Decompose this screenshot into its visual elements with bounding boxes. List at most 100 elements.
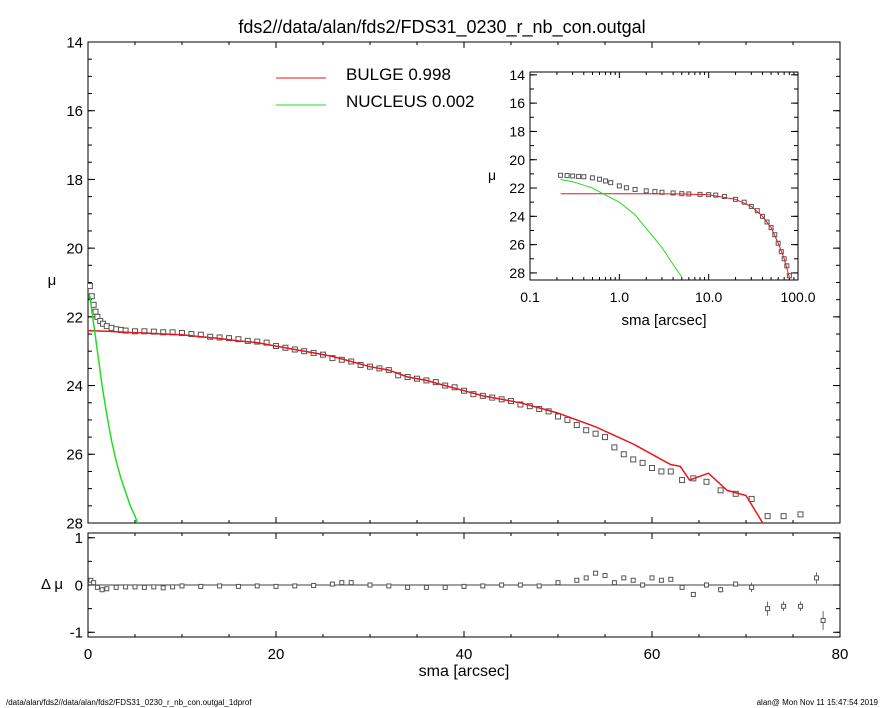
legend: BULGE 0.998 NUCLEUS 0.002 [276,65,475,111]
data-point [583,427,590,434]
data-point [573,422,580,429]
data-point [670,190,676,196]
data-point [733,581,739,587]
data-point [630,456,637,463]
data-point [499,582,505,588]
data-point [386,583,392,589]
data-point [649,575,655,581]
data-point [94,584,100,590]
data-point [581,174,587,180]
data-point [91,580,97,586]
nucleus-profile-line [560,179,683,278]
data-point [621,575,627,581]
data-point [597,176,603,182]
data-point [623,185,629,191]
data-point [555,413,561,420]
legend-bulge-label: BULGE 0.998 [346,65,451,84]
y-tick-label: 20 [509,152,525,168]
data-point [517,401,524,408]
data-point [88,282,93,289]
data-point [718,587,724,593]
data-point [160,329,167,336]
data-point [141,584,147,590]
data-point [583,575,589,581]
data-point [517,582,523,588]
data-point [652,189,658,195]
data-point [254,583,260,589]
data-point [226,335,232,342]
data-point [235,583,241,589]
data-point [639,459,646,466]
data-point [679,477,686,484]
residual-y-axis-label: Δ μ [41,576,63,593]
y-tick-label: 16 [66,103,83,120]
inset-x-axis-label: sma [arcsec] [621,312,706,329]
inset-series [558,172,792,279]
data-point [754,208,760,214]
y-tick-label: 18 [66,172,83,189]
data-point [780,513,787,520]
data-point [640,582,646,588]
data-point [667,468,674,475]
data-point [348,580,354,586]
data-point [574,577,580,583]
data-point [151,584,157,590]
data-point [217,583,223,589]
footer-timestamp: alan@ Mon Nov 11 15:47:54 2019 [757,698,879,707]
x-tick-label: 0.1 [520,289,540,305]
data-point [198,583,204,589]
data-point [254,338,261,345]
data-point [179,330,185,337]
main-panel: 14 16 18 20 22 24 26 28 μ [48,34,841,532]
y-tick-label: 22 [66,309,83,326]
data-point [643,188,649,194]
data-point [329,581,335,587]
data-point [88,293,95,300]
data-point [658,468,665,475]
data-point [132,328,138,335]
y-tick-label: 28 [509,265,525,281]
data-point [668,576,674,582]
data-point [113,584,119,590]
y-tick-label: 0 [75,577,83,594]
y-tick-label: 24 [509,208,525,224]
y-tick-label: 24 [66,378,83,395]
y-tick-label: 26 [66,447,83,464]
plot-area [88,570,840,630]
data-point [558,172,564,178]
data-point [658,577,664,583]
data-point [461,583,467,589]
data-point [564,416,571,423]
data-point [123,584,129,590]
data-point [721,194,727,200]
x-tick-label: 20 [268,646,285,663]
data-point [329,355,336,362]
data-point [814,575,819,581]
data-point [339,580,345,586]
data-point [104,586,110,592]
main-series [88,282,804,523]
data-point [555,580,561,586]
residual-series [88,570,840,630]
data-point [188,331,195,338]
data-point [170,584,176,590]
data-point [820,617,826,623]
data-point [748,495,755,502]
x-tick-label: 1.0 [610,289,630,305]
data-point [564,173,570,179]
data-point [703,478,710,485]
main-y-axis-label: μ [48,272,57,289]
data-point [765,606,771,612]
inset-panel: 0.1 1.0 10.0 100.0 14 16 18 20 22 24 26 28 sma [arc… [488,67,816,329]
main-x-axis-label: sma [arcsec] [419,663,510,680]
data-point [480,583,486,589]
data-point [235,336,242,343]
legend-nucleus-label: NUCLEUS 0.002 [346,92,475,111]
data-point [764,513,771,520]
x-tick-label: 40 [456,646,473,663]
data-point [273,583,279,589]
y-tick-label: -1 [70,625,83,642]
data-point [141,328,148,335]
data-point [797,511,804,518]
